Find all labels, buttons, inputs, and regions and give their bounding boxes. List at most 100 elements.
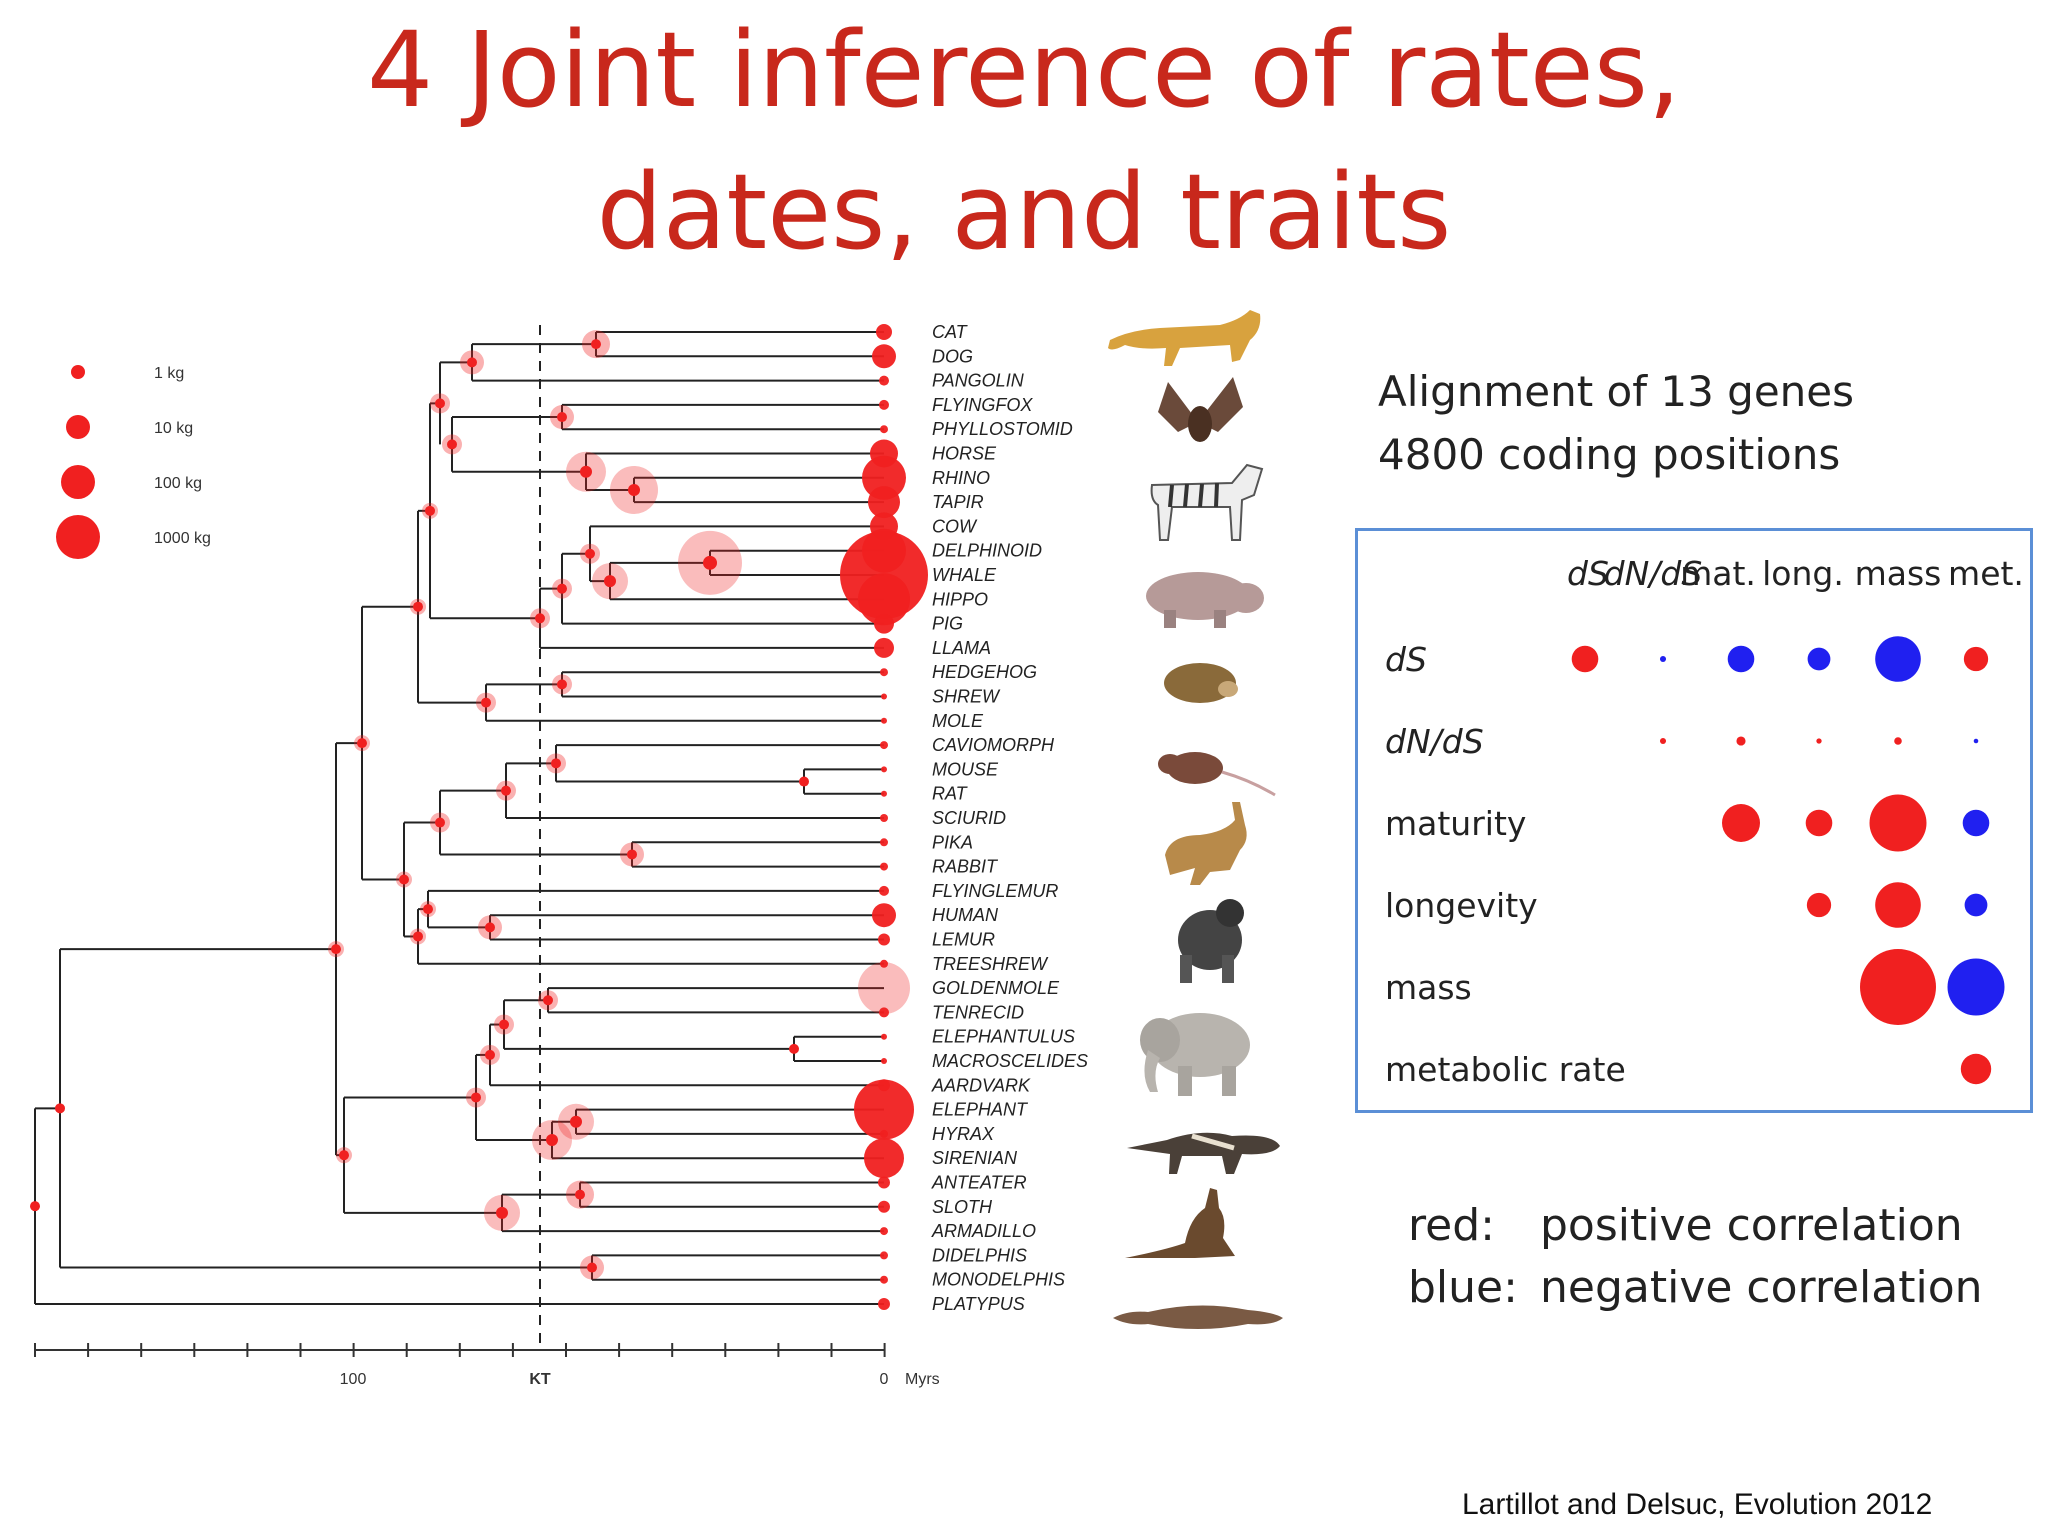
matrix-column-header: long. bbox=[1762, 554, 1844, 593]
gorilla-icon bbox=[1178, 899, 1244, 983]
mass-bubble bbox=[879, 1007, 889, 1018]
mass-bubble bbox=[862, 455, 906, 500]
slide-title-line-2: dates, and traits bbox=[596, 151, 1452, 273]
matrix-row-labels: dS dN/dS maturity longevity mass metabolic ra… bbox=[1385, 640, 1626, 1089]
taxon-label-aardvark: AARDVARK bbox=[931, 1075, 1031, 1095]
taxon-labels: CAT DOG PANGOLIN FLYINGFOX PHYLLOSTOMID HORSE… bbox=[931, 322, 1088, 1314]
matrix-cell-positive bbox=[1736, 736, 1746, 746]
tree-mass-bubbles bbox=[30, 324, 928, 1310]
key-blue-label: blue: bbox=[1408, 1262, 1518, 1313]
mass-bubble bbox=[880, 838, 888, 847]
mass-bubble bbox=[471, 1092, 481, 1103]
taxon-label-hippo: HIPPO bbox=[932, 589, 988, 609]
matrix-cell-positive bbox=[1659, 737, 1667, 745]
axis-label-zero: 0 bbox=[880, 1371, 889, 1388]
platypus-icon bbox=[1113, 1305, 1283, 1329]
legend-label: 100 kg bbox=[154, 475, 202, 492]
mass-bubble bbox=[881, 717, 887, 724]
matrix-cell-positive bbox=[1875, 882, 1921, 928]
mass-bubble bbox=[858, 962, 910, 1015]
taxon-label-pangolin: PANGOLIN bbox=[932, 371, 1025, 391]
mass-bubble bbox=[627, 849, 637, 860]
mass-bubble bbox=[423, 904, 433, 915]
mass-bubble bbox=[628, 483, 640, 496]
key-red-text: positive correlation bbox=[1540, 1200, 1963, 1251]
mass-bubble bbox=[880, 959, 888, 968]
matrix-cell-negative bbox=[1947, 958, 2005, 1016]
taxon-label-rat: RAT bbox=[932, 784, 969, 804]
taxon-label-treeshrew: TREESHREW bbox=[932, 954, 1049, 974]
legend-label: 1000 kg bbox=[154, 530, 211, 547]
axis-label-kt: KT bbox=[529, 1371, 551, 1388]
mass-bubble bbox=[331, 944, 341, 955]
matrix-cell-positive bbox=[1860, 949, 1936, 1025]
legend-bubble bbox=[71, 365, 85, 379]
mass-bubble bbox=[496, 1206, 508, 1219]
taxon-label-mole: MOLE bbox=[932, 711, 984, 731]
mass-bubble bbox=[874, 613, 894, 634]
anteater-icon bbox=[1127, 1132, 1280, 1174]
key-blue-text: negative correlation bbox=[1540, 1262, 1983, 1313]
mass-bubble bbox=[467, 357, 477, 368]
matrix-cell-positive bbox=[1869, 794, 1927, 852]
taxon-label-dog: DOG bbox=[932, 346, 973, 366]
legend-bubble bbox=[61, 465, 95, 499]
mass-bubble bbox=[585, 548, 595, 559]
taxon-label-tapir: TAPIR bbox=[932, 492, 984, 512]
hippo-icon bbox=[1146, 572, 1264, 628]
legend-label: 1 kg bbox=[154, 365, 184, 382]
taxon-label-rhino: RHINO bbox=[932, 468, 990, 488]
taxon-label-platypus: PLATYPUS bbox=[932, 1294, 1025, 1314]
taxon-label-caviomorph: CAVIOMORPH bbox=[932, 735, 1055, 755]
mass-bubble bbox=[703, 555, 717, 570]
matrix-cell-positive bbox=[1960, 1053, 1992, 1085]
legend-bubble bbox=[66, 415, 90, 439]
mass-bubble bbox=[879, 885, 889, 896]
key-red-label: red: bbox=[1408, 1200, 1495, 1251]
matrix-cell-positive bbox=[1571, 645, 1599, 673]
taxon-label-shrew: SHREW bbox=[932, 687, 1001, 707]
mass-bubble bbox=[447, 439, 457, 450]
taxon-label-hyrax: HYRAX bbox=[932, 1124, 995, 1144]
taxon-label-llama: LLAMA bbox=[932, 638, 991, 658]
mass-bubble bbox=[546, 1133, 558, 1146]
axis-label-100: 100 bbox=[340, 1371, 367, 1388]
taxon-label-mouse: MOUSE bbox=[932, 759, 999, 779]
mass-bubble bbox=[879, 399, 889, 410]
matrix-cell-negative bbox=[1964, 893, 1988, 917]
matrix-column-header: dS bbox=[1567, 554, 1609, 593]
taxon-label-lemur: LEMUR bbox=[932, 930, 995, 950]
taxon-label-horse: HORSE bbox=[932, 444, 997, 464]
mass-bubble bbox=[789, 1043, 799, 1054]
mass-bubble bbox=[799, 776, 809, 787]
mass-bubble bbox=[425, 505, 435, 516]
mass-bubble bbox=[413, 931, 423, 942]
mass-bubble bbox=[339, 1150, 349, 1161]
mass-bubble bbox=[557, 412, 567, 423]
alignment-line-1: Alignment of 13 genes bbox=[1378, 367, 1855, 416]
matrix-row-label: mass bbox=[1385, 968, 1472, 1007]
mass-bubble bbox=[481, 697, 491, 708]
kangaroo-icon bbox=[1125, 1188, 1235, 1258]
matrix-row-label: longevity bbox=[1385, 886, 1538, 925]
mass-bubble bbox=[854, 1079, 914, 1140]
hedgehog-icon bbox=[1164, 663, 1238, 703]
taxon-label-flyingfox: FLYINGFOX bbox=[932, 395, 1033, 415]
taxon-label-flyinglemur: FLYINGLEMUR bbox=[932, 881, 1058, 901]
mass-bubble bbox=[880, 741, 888, 750]
mass-legend: 1 kg 10 kg 100 kg 1000 kg bbox=[56, 365, 211, 559]
mass-bubble bbox=[485, 1049, 495, 1060]
mass-bubble bbox=[575, 1189, 585, 1200]
taxon-label-anteater: ANTEATER bbox=[931, 1173, 1027, 1193]
taxon-label-sloth: SLOTH bbox=[932, 1197, 993, 1217]
mass-bubble bbox=[878, 1176, 890, 1189]
mass-bubble bbox=[879, 375, 889, 386]
mass-bubble bbox=[30, 1201, 40, 1212]
taxon-label-elephant: ELEPHANT bbox=[932, 1100, 1029, 1120]
taxon-label-didelphis: DIDELPHIS bbox=[932, 1245, 1027, 1265]
matrix-cell-positive bbox=[1806, 892, 1832, 918]
mass-bubble bbox=[880, 814, 888, 822]
axis-label-unit: Myrs bbox=[905, 1371, 940, 1388]
